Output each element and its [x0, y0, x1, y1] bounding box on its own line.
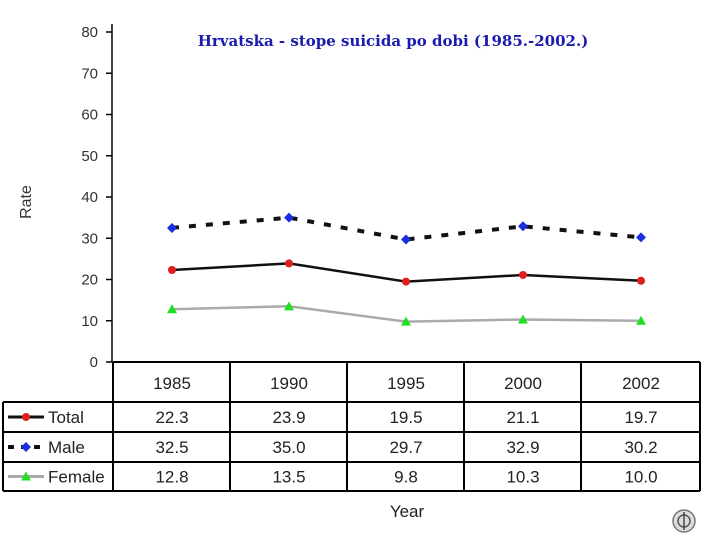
data-point-total: [168, 266, 176, 275]
data-point-female: [167, 304, 177, 314]
data-point-total: [285, 259, 293, 268]
y-tick-label: 10: [81, 313, 98, 330]
series-markers: [167, 212, 646, 326]
table-value-cell: 35.0: [272, 438, 305, 457]
legend-marker-total: [22, 413, 30, 421]
legend-label-male: Male: [48, 438, 85, 457]
table-header-cell: 1990: [270, 374, 308, 393]
y-tick-label: 0: [90, 354, 98, 371]
legend-label-total: Total: [48, 408, 84, 427]
table-header-cell: 1985: [153, 374, 191, 393]
legend-marker-male: [21, 442, 31, 452]
data-point-male: [401, 234, 411, 245]
series-lines: [171, 215, 642, 323]
y-tick-label: 50: [81, 148, 98, 165]
y-tick-label: 60: [81, 107, 98, 124]
y-tick-label: 30: [81, 230, 98, 247]
data-point-male: [636, 232, 646, 243]
x-axis-label: Year: [390, 502, 425, 521]
y-tick-label: 70: [81, 65, 98, 82]
data-point-male: [284, 212, 294, 223]
table-header-cell: 2000: [504, 374, 542, 393]
legend-label-female: Female: [48, 468, 105, 487]
table-value-cell: 19.7: [624, 408, 657, 427]
series-line-male: [171, 215, 642, 242]
table-value-cell: 9.8: [394, 468, 418, 487]
table-value-cell: 29.7: [389, 438, 422, 457]
data-point-total: [637, 276, 645, 285]
data-point-female: [518, 314, 528, 324]
data-point-male: [167, 222, 177, 233]
y-axis-ticks: 0 10 20 30 40 50 60 70 80: [81, 24, 112, 371]
y-axis-label: Rate: [18, 185, 35, 219]
y-tick-label: 20: [81, 272, 98, 289]
y-tick-label: 40: [81, 189, 98, 206]
data-point-female: [401, 316, 411, 326]
chart-title: Hrvatska - stope suicida po dobi (1985.-…: [198, 32, 589, 50]
table-value-cell: 10.3: [506, 468, 539, 487]
data-point-female: [284, 301, 294, 311]
table-header-cell: 1995: [387, 374, 425, 393]
table-header-cell: 2002: [622, 374, 660, 393]
table-value-cell: 10.0: [624, 468, 657, 487]
table-value-cell: 30.2: [624, 438, 657, 457]
table-value-cell: 21.1: [506, 408, 539, 427]
table-value-cell: 19.5: [389, 408, 422, 427]
table-value-cell: 12.8: [155, 468, 188, 487]
table-value-cell: 13.5: [272, 468, 305, 487]
legend-marker-female: [21, 471, 31, 481]
who-emblem-icon: [672, 509, 696, 533]
data-point-female: [636, 315, 646, 325]
table-value-cell: 23.9: [272, 408, 305, 427]
y-tick-label: 80: [81, 24, 98, 41]
table-value-cell: 32.5: [155, 438, 188, 457]
table-value-cell: 32.9: [506, 438, 539, 457]
data-point-total: [519, 270, 527, 279]
data-table: 1985 1990 1995 2000 2002 Total 22.3 23.9 19.5 21.…: [2, 361, 701, 492]
data-point-male: [518, 221, 528, 232]
data-point-total: [402, 277, 410, 286]
table-value-cell: 22.3: [155, 408, 188, 427]
